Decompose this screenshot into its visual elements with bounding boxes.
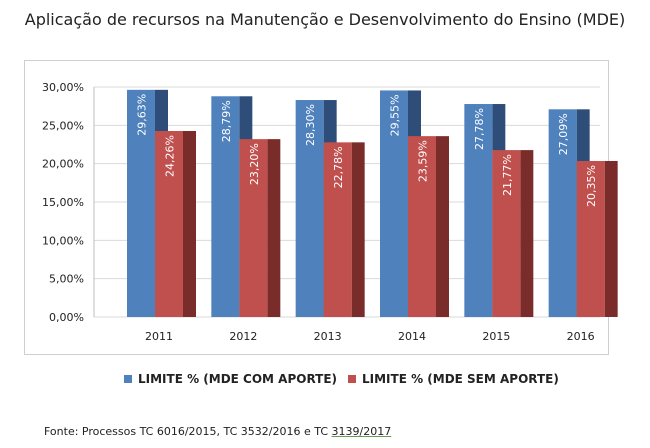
bar-side-sem-aporte bbox=[436, 136, 449, 317]
data-label-com-aporte: 29,63% bbox=[136, 94, 149, 136]
chart-title: Aplicação de recursos na Manutenção e De… bbox=[24, 10, 626, 29]
data-label-sem-aporte: 21,77% bbox=[501, 154, 514, 196]
data-label-com-aporte: 28,79% bbox=[220, 100, 233, 142]
bar-sem-aporte bbox=[408, 136, 436, 317]
y-tick-label: 5,00% bbox=[49, 273, 84, 286]
legend-label-sem-aporte: LIMITE % (MDE SEM APORTE) bbox=[362, 372, 559, 386]
y-tick-label: 30,00% bbox=[42, 81, 84, 94]
data-label-sem-aporte: 20,35% bbox=[585, 165, 598, 207]
y-tick-label: 10,00% bbox=[42, 234, 84, 247]
bar-com-aporte bbox=[548, 109, 577, 317]
bar-sem-aporte bbox=[576, 160, 605, 317]
bar-com-aporte bbox=[127, 89, 155, 317]
source-ref-underlined: 3139/2017 bbox=[331, 425, 392, 438]
bar-com-aporte bbox=[211, 96, 240, 317]
x-tick-label: 2015 bbox=[482, 330, 510, 343]
x-tick-label: 2013 bbox=[314, 330, 342, 343]
data-label-com-aporte: 27,78% bbox=[473, 108, 486, 150]
bar-side-sem-aporte bbox=[520, 150, 534, 317]
x-tick-label: 2014 bbox=[398, 330, 426, 343]
legend-label-com-aporte: LIMITE % (MDE COM APORTE) bbox=[138, 372, 338, 386]
bar-com-aporte bbox=[295, 100, 324, 318]
data-label-com-aporte: 29,55% bbox=[389, 94, 402, 136]
legend-item-sem-aporte: LIMITE % (MDE SEM APORTE) bbox=[348, 372, 559, 386]
legend-item-com-aporte: LIMITE % (MDE COM APORTE) bbox=[124, 372, 337, 386]
bar-side-sem-aporte bbox=[604, 160, 618, 317]
bar-sem-aporte bbox=[155, 131, 183, 317]
x-tick-label: 2011 bbox=[145, 330, 173, 343]
data-label-sem-aporte: 23,59% bbox=[417, 140, 430, 182]
x-tick-label: 2012 bbox=[229, 330, 257, 343]
source-text: Fonte: Processos TC 6016/2015, TC 3532/2… bbox=[44, 425, 332, 438]
data-label-sem-aporte: 22,78% bbox=[332, 146, 345, 188]
y-tick-label: 15,00% bbox=[42, 196, 84, 209]
bar-com-aporte bbox=[464, 104, 493, 318]
data-label-com-aporte: 27,09% bbox=[557, 113, 570, 155]
source-note: Fonte: Processos TC 6016/2015, TC 3532/2… bbox=[44, 425, 391, 438]
bar-sem-aporte bbox=[239, 139, 268, 317]
legend-swatch-blue bbox=[124, 375, 132, 383]
data-label-sem-aporte: 23,20% bbox=[248, 143, 261, 185]
bar-side-sem-aporte bbox=[183, 131, 196, 317]
y-tick-label: 0,00% bbox=[49, 311, 84, 324]
bar-sem-aporte bbox=[492, 150, 521, 317]
x-tick-label: 2016 bbox=[567, 330, 595, 343]
y-tick-label: 20,00% bbox=[42, 158, 84, 171]
data-label-sem-aporte: 24,26% bbox=[164, 135, 177, 177]
bar-side-sem-aporte bbox=[351, 142, 365, 317]
bar-com-aporte bbox=[380, 90, 408, 317]
legend-swatch-red bbox=[348, 375, 356, 383]
data-label-com-aporte: 28,30% bbox=[304, 104, 317, 146]
bar-side-sem-aporte bbox=[267, 139, 281, 317]
y-tick-label: 25,00% bbox=[42, 119, 84, 132]
bar-sem-aporte bbox=[323, 142, 352, 317]
